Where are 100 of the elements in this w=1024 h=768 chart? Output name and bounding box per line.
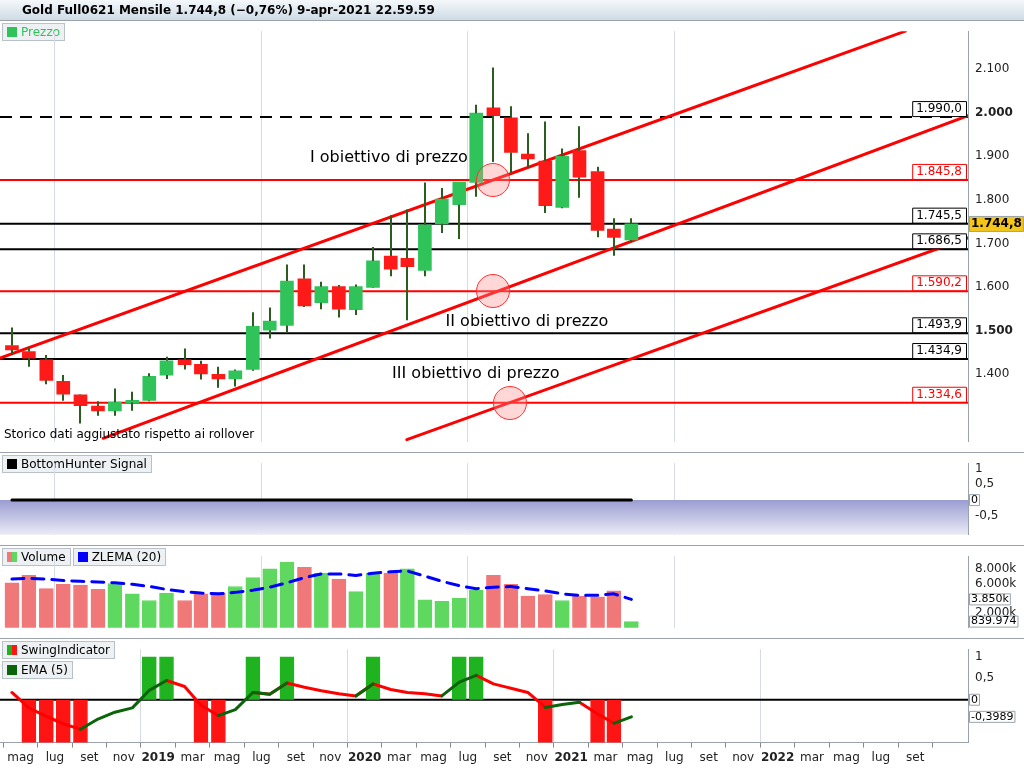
bar — [55, 583, 71, 628]
y-tick-label: 1.700 — [975, 235, 1010, 250]
y-tick-label: 1 — [975, 460, 983, 475]
bar — [159, 592, 174, 628]
bar — [400, 568, 415, 628]
line-series — [10, 569, 633, 601]
bar — [193, 593, 209, 628]
candlestick — [5, 326, 19, 356]
candlestick — [469, 103, 484, 198]
bar — [365, 572, 381, 628]
x-tick-label: 2021 — [554, 749, 588, 764]
candlestick — [108, 387, 122, 417]
bar — [90, 589, 106, 628]
bar — [39, 588, 54, 628]
candlestick — [400, 208, 415, 322]
bar — [538, 594, 553, 628]
candlestick — [624, 217, 639, 244]
y-tick-label: 1 — [975, 649, 983, 664]
bar — [554, 600, 570, 628]
bar — [245, 577, 261, 628]
x-tick-label: set — [906, 749, 925, 764]
x-tick-label: set — [699, 749, 719, 764]
candlestick — [486, 66, 501, 163]
candlestick — [159, 355, 174, 381]
y-tick-label: -0,5 — [975, 508, 999, 522]
bar — [211, 592, 226, 628]
legend-label: SwingIndicator — [21, 643, 111, 657]
bar — [141, 600, 157, 628]
bar — [451, 597, 467, 628]
candlestick — [125, 390, 140, 412]
candlestick — [228, 370, 243, 388]
x-tick-label: mag — [833, 749, 860, 764]
y-tick-label: 6.000k — [975, 575, 1017, 590]
bar — [348, 591, 364, 628]
x-tick-label: lug — [45, 749, 65, 764]
candlestick — [22, 345, 36, 368]
bar — [624, 621, 639, 628]
bar — [177, 600, 192, 628]
bar — [4, 582, 20, 628]
candlestick — [607, 217, 621, 257]
ref-line-label: 1.590,2 — [916, 275, 963, 290]
candlestick — [56, 374, 71, 402]
candlestick — [418, 181, 432, 278]
ref-line-label: 1.686,5 — [916, 233, 963, 248]
y-tick-label: 1.500 — [975, 322, 1013, 337]
x-tick-label: nov — [732, 749, 755, 764]
candlestick — [538, 120, 553, 214]
y-tick-label: 1.400 — [975, 366, 1010, 381]
text: 1.744,8 — [971, 216, 1022, 231]
ref-line-label: 1.334,6 — [916, 386, 963, 401]
bar — [262, 568, 278, 628]
annotation: I obiettivo di prezzo — [310, 147, 468, 167]
text: -0,3989 — [971, 709, 1014, 723]
bar — [590, 596, 605, 628]
x-tick-label: nov — [319, 749, 342, 764]
x-tick-label: 2020 — [347, 749, 382, 764]
bar — [125, 593, 140, 628]
bar — [486, 575, 501, 628]
bar — [314, 572, 329, 628]
y-tick-label: 1.800 — [975, 192, 1010, 207]
x-tick-label: lug — [458, 749, 478, 764]
annotation: II obiettivo di prezzo — [445, 311, 609, 331]
text: 3.850k — [971, 592, 1010, 606]
x-tick-label: mar — [387, 749, 412, 764]
legend-label: BottomHunter Signal — [21, 457, 147, 471]
annotation: III obiettivo di prezzo — [392, 362, 560, 382]
x-tick-label: mag — [420, 749, 447, 764]
bar — [417, 599, 433, 628]
candlestick — [262, 306, 277, 340]
candlestick — [590, 165, 605, 239]
x-tick-label: lug — [252, 749, 271, 764]
candlestick — [555, 147, 570, 208]
y-tick-label: 1.900 — [975, 148, 1010, 163]
x-tick-label: set — [493, 749, 512, 764]
bar — [279, 561, 295, 628]
y-tick-label: 1.600 — [975, 279, 1010, 294]
x-tick-label: mar — [800, 749, 825, 764]
bar — [434, 600, 450, 628]
y-tick-label: 2.100 — [975, 61, 1010, 76]
y-tick-label: 0,5 — [975, 670, 995, 685]
bar — [572, 595, 587, 628]
candlestick — [383, 214, 398, 278]
x-tick-label: nov — [525, 749, 548, 764]
x-tick-label: 2022 — [760, 749, 795, 764]
bar — [107, 583, 123, 628]
y-tick-label: 2.000 — [975, 104, 1013, 119]
text: Prezzo — [21, 25, 61, 39]
bar — [383, 572, 399, 628]
candlestick — [39, 354, 54, 386]
candlestick — [452, 181, 467, 241]
x-tick-label: mag — [213, 749, 241, 764]
candlestick — [504, 105, 518, 174]
text: 0 — [971, 692, 978, 706]
candlestick — [142, 372, 157, 401]
x-tick-label: 2019 — [141, 749, 175, 764]
ref-line-label: 1.845,8 — [916, 164, 963, 179]
legend-label: EMA (5) — [21, 663, 68, 677]
chart-title: Gold Full0621 Mensile 1.744,8 (−0,76%) 9-apr-2021 22.59.59 — [0, 0, 1024, 21]
ref-line-label: 1.745,5 — [916, 207, 963, 222]
candlestick — [280, 263, 294, 334]
